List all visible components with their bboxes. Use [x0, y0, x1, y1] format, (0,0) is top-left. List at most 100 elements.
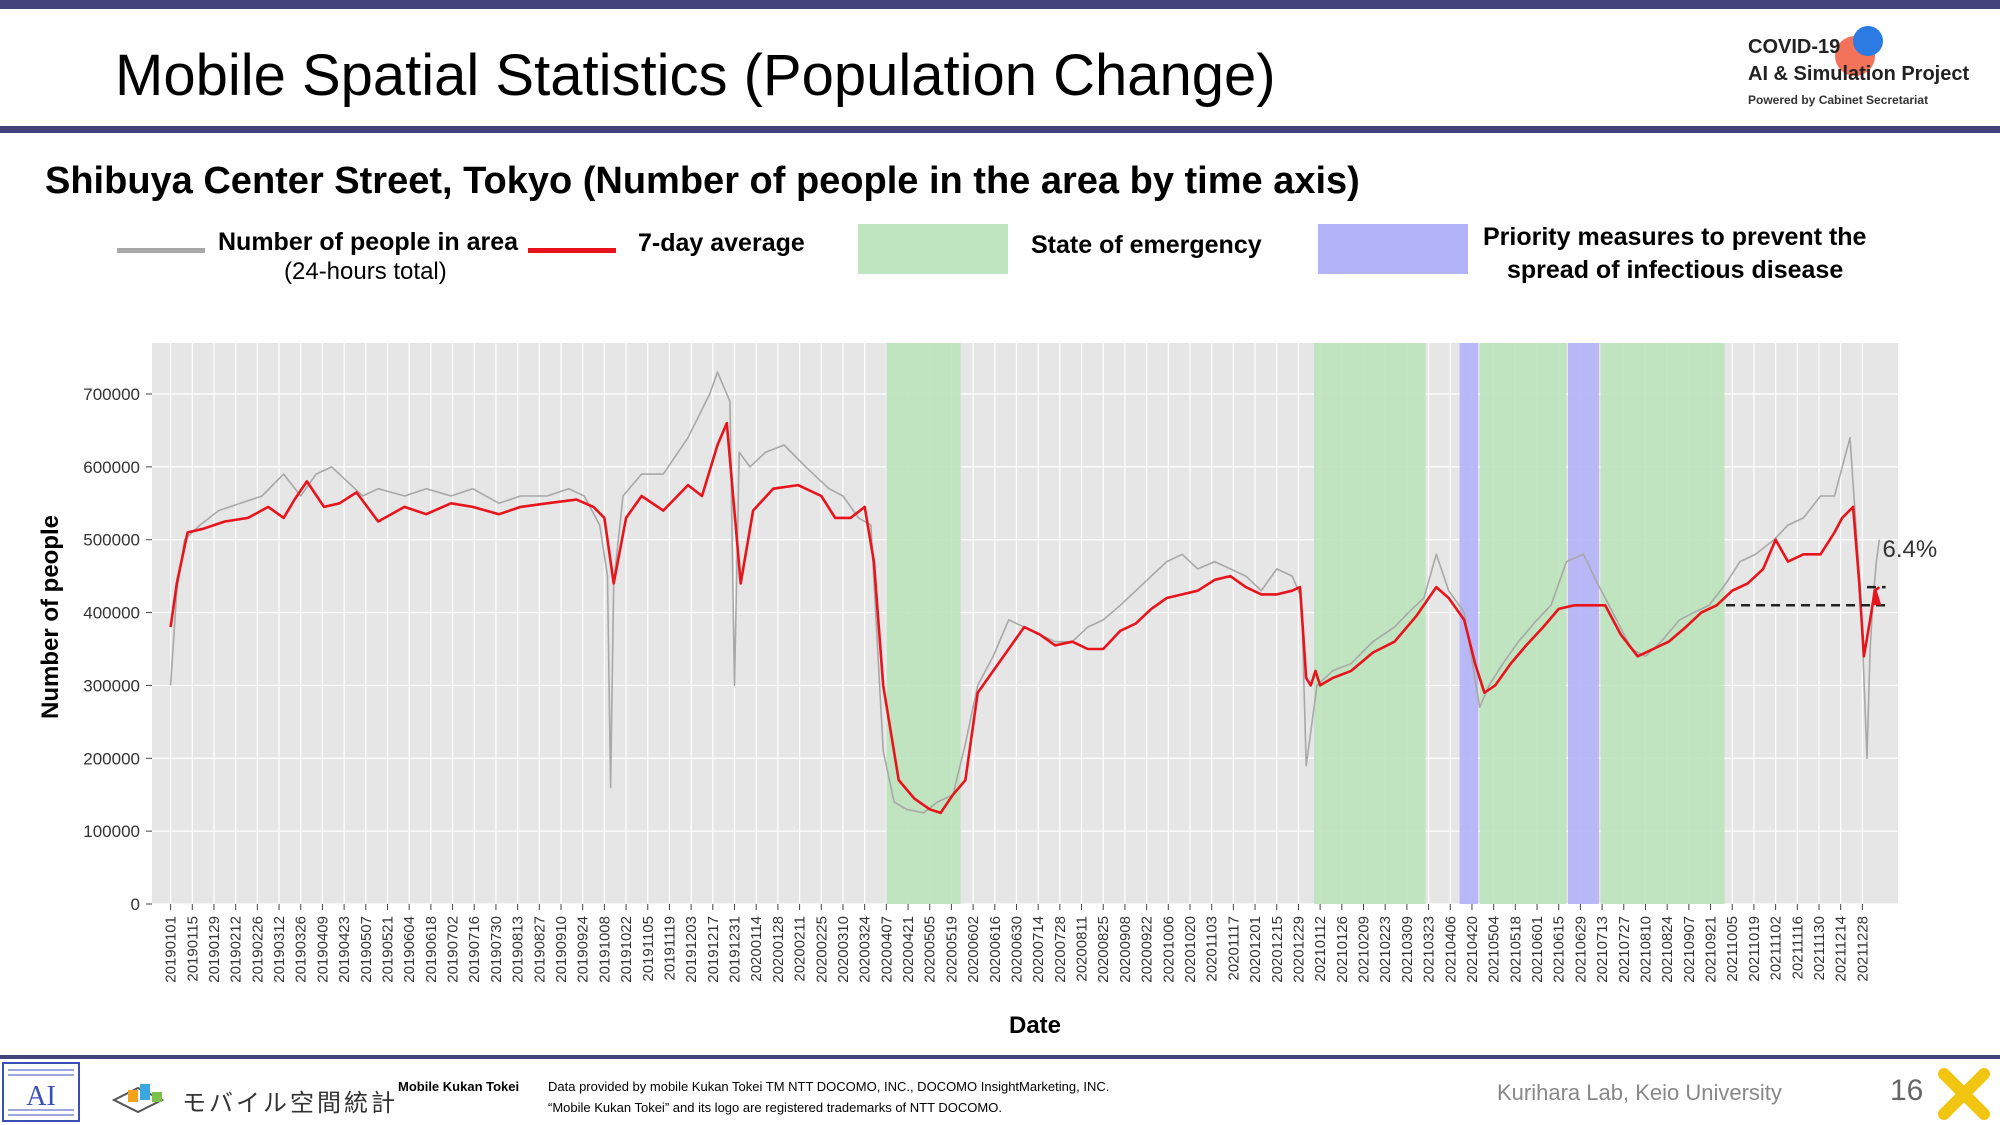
- x-tick-label: 20190910: [553, 916, 570, 983]
- x-tick-label: 20200714: [1030, 916, 1047, 983]
- legend-daily-sub: (24-hours total): [284, 258, 447, 285]
- x-tick-label: 20211116: [1789, 916, 1806, 979]
- x-tick-label: 20190521: [379, 916, 396, 983]
- x-tick-label: 20200811: [1074, 916, 1091, 982]
- x-tick-label: 20211130: [1811, 916, 1828, 981]
- shaded-periods: [886, 343, 1725, 904]
- x-tick-label: 20200421: [900, 916, 917, 983]
- x-tick-label: 20210615: [1551, 916, 1568, 983]
- covid19-ai-simulation-logo: COVID-19 AI & Simulation Project Powered…: [1748, 26, 1988, 115]
- page-number: 16: [1890, 1074, 1924, 1107]
- x-tick-label: 20200630: [1008, 916, 1025, 983]
- priority-measures-period: [1459, 343, 1479, 904]
- x-tick-label: 20200128: [770, 916, 787, 983]
- x-tick-label: 20201201: [1247, 916, 1264, 983]
- footer-credit-2: “Mobile Kukan Tokei” and its logo are re…: [548, 1100, 1002, 1115]
- x-tick-label: 20211214: [1833, 916, 1850, 982]
- x-tick-label: 20210921: [1703, 916, 1720, 983]
- x-tick-label: 20190924: [575, 916, 592, 983]
- x-tick-label: 20200211: [792, 916, 809, 982]
- logo-line-2: AI & Simulation Project: [1748, 63, 1970, 85]
- legend-avg-label: 7-day average: [638, 229, 805, 257]
- legend-priority-label-1: Priority measures to prevent the: [1483, 223, 1867, 251]
- legend-emergency-swatch: [858, 224, 1008, 274]
- increase-arrow: [1871, 589, 1882, 606]
- x-tick-label: 20190618: [423, 916, 440, 983]
- y-tick-label: 600000: [83, 458, 140, 477]
- x-tick-label: 20201006: [1160, 916, 1177, 983]
- emergency-period: [886, 343, 961, 904]
- y-axis-ticks: 0 100000 200000 300000 400000 500000 600000 700…: [83, 385, 152, 914]
- annotation: 6.4%: [1726, 536, 1938, 607]
- x-tick-label: 20201229: [1290, 916, 1307, 983]
- emergency-period: [1479, 343, 1567, 904]
- x-tick-label: 20190423: [336, 916, 353, 983]
- x-tick-label: 20201117: [1225, 916, 1242, 981]
- x-tick-label: 20210223: [1377, 916, 1394, 983]
- x-tick-label: 20190312: [271, 916, 288, 983]
- footer-brand: Mobile Kukan Tokei: [398, 1079, 520, 1094]
- x-tick-label: 20190101: [163, 916, 180, 983]
- mobile-kukan-tokei-jp: モバイル空間統計: [182, 1090, 398, 1117]
- x-tick-label: 20191217: [705, 916, 722, 983]
- ai-lab-logo: AI: [2, 1062, 80, 1122]
- x-tick-label: 20201215: [1269, 916, 1286, 983]
- x-tick-label: 20210323: [1421, 916, 1438, 983]
- x-tick-label: 20210824: [1659, 916, 1676, 983]
- x-tick-label: 20210713: [1594, 916, 1611, 983]
- x-tick-label: 20200225: [813, 916, 830, 983]
- x-tick-label: 20210112: [1312, 916, 1329, 982]
- x-tick-label: 20210727: [1616, 916, 1633, 983]
- x-axis-ticks: 20190101 20190115 20190129 20190212 20190226…: [163, 904, 1871, 983]
- legend-emergency-label: State of emergency: [1031, 231, 1262, 259]
- y-tick-label: 0: [131, 895, 140, 914]
- x-tick-label: 20191022: [618, 916, 635, 983]
- y-tick-label: 400000: [83, 604, 140, 623]
- x-tick-label: 20190702: [445, 916, 462, 983]
- x-mark-icon: [1938, 1068, 1990, 1120]
- x-tick-label: 20210309: [1399, 916, 1416, 983]
- top-accent-bar: [0, 0, 2000, 9]
- footer-divider: [0, 1055, 2000, 1059]
- x-tick-label: 20211102: [1768, 916, 1785, 981]
- x-tick-label: 20190129: [206, 916, 223, 983]
- y-tick-label: 300000: [83, 676, 140, 695]
- x-tick-label: 20200728: [1052, 916, 1069, 983]
- slide-title: Mobile Spatial Statistics (Population Ch…: [115, 43, 1276, 108]
- x-tick-label: 20191105: [640, 916, 657, 982]
- title-divider: [0, 126, 2000, 133]
- y-tick-label: 700000: [83, 385, 140, 404]
- legend-daily-swatch: [117, 248, 205, 253]
- x-tick-label: 20210209: [1356, 916, 1373, 983]
- x-tick-label: 20191119: [661, 916, 678, 981]
- emergency-period: [1600, 343, 1725, 904]
- emergency-period: [1313, 343, 1426, 904]
- x-tick-label: 20190507: [358, 916, 375, 983]
- legend-daily-label: Number of people in area: [218, 228, 519, 256]
- average-series: [169, 421, 1881, 815]
- svg-text:AI: AI: [26, 1081, 56, 1112]
- x-tick-label: 20190212: [228, 916, 245, 983]
- x-tick-label: 20190115: [184, 916, 201, 982]
- x-tick-label: 20210420: [1464, 916, 1481, 983]
- x-tick-label: 20190326: [293, 916, 310, 983]
- x-axis-label: Date: [1009, 1012, 1061, 1039]
- y-tick-label: 200000: [83, 749, 140, 768]
- y-tick-label: 500000: [83, 531, 140, 550]
- x-tick-label: 20211228: [1854, 916, 1871, 982]
- x-tick-label: 20200602: [965, 916, 982, 983]
- x-tick-label: 20201103: [1204, 916, 1221, 982]
- x-tick-label: 20200922: [1139, 916, 1156, 983]
- annotation-label: 6.4%: [1883, 536, 1938, 563]
- x-tick-label: 20190226: [249, 916, 266, 983]
- legend-priority-swatch: [1318, 224, 1468, 274]
- x-tick-label: 20210629: [1572, 916, 1589, 983]
- legend-priority-label-2: spread of infectious disease: [1507, 256, 1844, 284]
- x-tick-label: 20190827: [531, 916, 548, 983]
- x-tick-label: 20191008: [596, 916, 613, 983]
- x-tick-label: 20200908: [1117, 916, 1134, 983]
- x-tick-label: 20190730: [488, 916, 505, 983]
- x-tick-label: 20201020: [1182, 916, 1199, 983]
- mobile-kukan-tokei-logo-icon: [112, 1084, 165, 1114]
- footer-credit-1: Data provided by mobile Kukan Tokei TM N…: [548, 1079, 1110, 1094]
